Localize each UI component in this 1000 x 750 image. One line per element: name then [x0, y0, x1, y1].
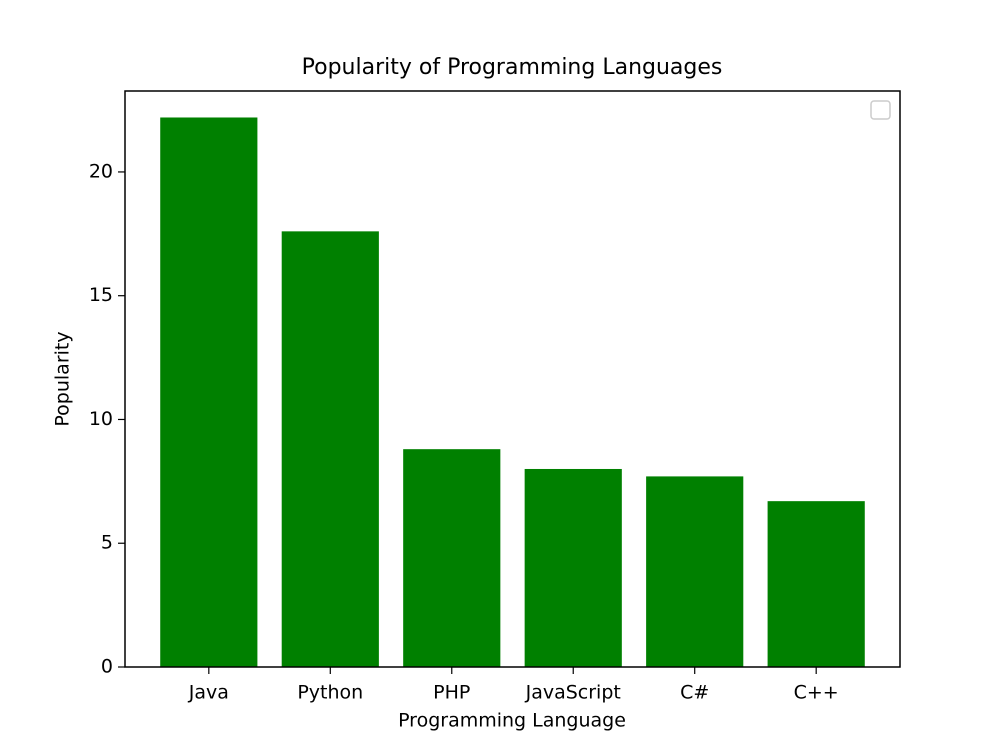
y-axis-label: Popularity — [52, 331, 74, 426]
x-tick-label: Python — [297, 682, 363, 704]
y-tick-label: 5 — [101, 532, 113, 554]
y-tick-label: 20 — [89, 160, 113, 182]
y-tick-label: 0 — [101, 656, 113, 678]
x-tick-label: JavaScript — [525, 682, 621, 704]
plot-area: 0 5 10 15 20 Java Python PHP JavaScript C# C++ — [89, 117, 865, 704]
x-tick-label: PHP — [433, 682, 470, 704]
x-tick-label: C++ — [794, 682, 839, 704]
bar — [767, 501, 865, 667]
y-tick-label: 15 — [89, 284, 113, 306]
bar — [524, 468, 622, 667]
x-axis-label: Programming Language — [398, 710, 626, 732]
bar — [160, 117, 258, 668]
chart-title: Popularity of Programming Languages — [302, 55, 723, 80]
x-tick-label: C# — [680, 682, 709, 704]
bar — [646, 476, 744, 667]
bar — [403, 449, 501, 667]
legend — [870, 100, 891, 120]
y-tick-label: 10 — [89, 408, 113, 430]
bar — [281, 231, 379, 668]
axes-frame — [124, 90, 901, 668]
x-tick-label: Java — [188, 682, 229, 704]
